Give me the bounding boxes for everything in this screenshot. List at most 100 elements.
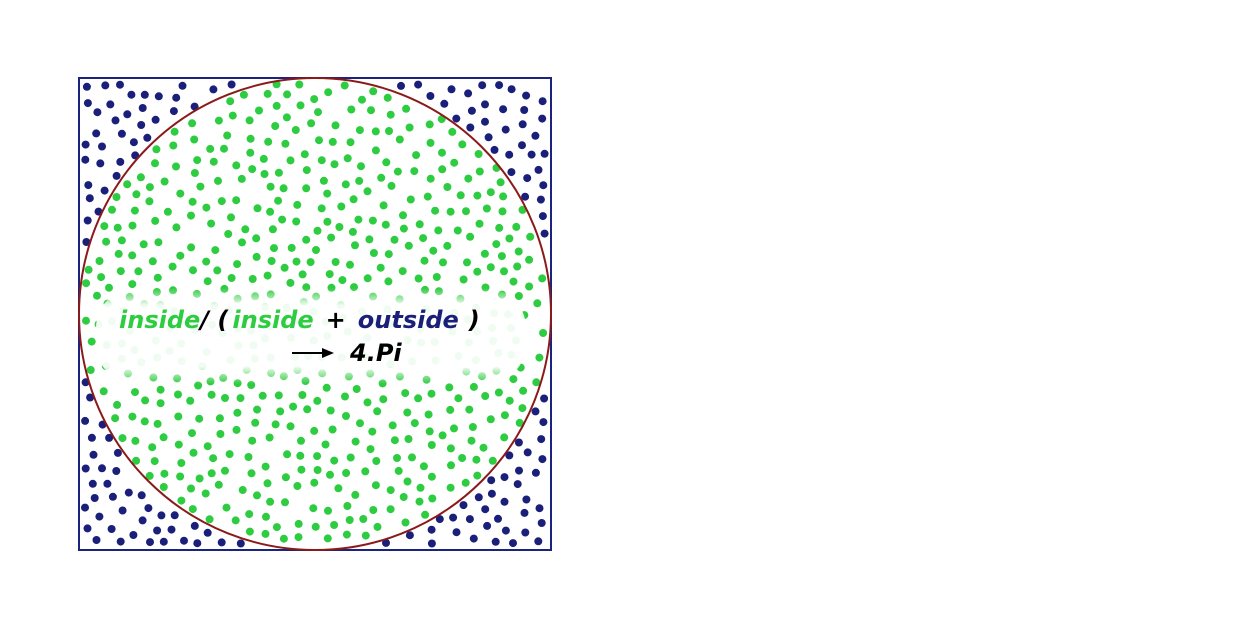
outside-point (465, 515, 474, 524)
inside-point (174, 390, 182, 399)
outside-point (537, 519, 546, 527)
inside-point (108, 205, 116, 214)
inside-point (346, 260, 354, 269)
outside-point (190, 521, 199, 530)
inside-point (156, 385, 165, 394)
outside-point (520, 508, 529, 517)
inside-point (321, 440, 330, 449)
outside-point (86, 393, 95, 402)
outside-point (466, 123, 475, 132)
outside-point (82, 238, 91, 246)
outside-point (478, 81, 487, 90)
inside-point (348, 227, 357, 236)
inside-point (123, 180, 132, 189)
inside-point (97, 273, 106, 282)
inside-point (114, 249, 123, 258)
inside-point (282, 113, 291, 122)
inside-point (279, 184, 288, 193)
outside-point (144, 504, 153, 513)
inside-point (371, 146, 380, 155)
inside-point (276, 407, 285, 416)
inside-point (464, 174, 473, 183)
inside-point (174, 412, 183, 421)
inside-point (431, 206, 440, 215)
inside-point (323, 189, 332, 198)
outside-point (92, 129, 101, 138)
inside-point (446, 405, 455, 414)
inside-point (189, 448, 198, 457)
inside-point (473, 267, 482, 276)
outside-point (538, 212, 547, 221)
outside-point (538, 455, 547, 464)
inside-point (252, 252, 261, 261)
inside-point (226, 97, 235, 106)
inside-point (323, 534, 332, 543)
inside-point (518, 205, 527, 214)
outside-point (83, 524, 92, 533)
inside-point (377, 173, 386, 182)
outside-point (83, 216, 92, 225)
inside-point (496, 178, 505, 187)
inside-point (399, 211, 407, 220)
inside-point (379, 395, 388, 404)
inside-point (310, 95, 319, 104)
inside-point (245, 116, 254, 125)
inside-point (535, 353, 544, 362)
inside-point (500, 433, 509, 442)
inside-point (141, 396, 150, 405)
formula-result: 4.Pi (349, 339, 402, 367)
inside-point (136, 173, 145, 182)
inside-point (328, 425, 337, 434)
inscribed-circle (78, 77, 552, 551)
inside-point (160, 469, 169, 478)
inside-point (228, 111, 237, 120)
inside-point (386, 486, 395, 495)
inside-point (188, 429, 196, 438)
inside-point (281, 498, 289, 507)
outside-point (167, 525, 176, 534)
inside-point (238, 238, 246, 247)
inside-point (217, 197, 226, 206)
inside-point (351, 490, 360, 499)
inside-point (401, 518, 410, 527)
inside-point (248, 165, 257, 174)
inside-point (346, 138, 355, 147)
outside-point (107, 525, 116, 533)
outside-point (111, 116, 120, 125)
inside-point (515, 418, 524, 427)
inside-point (317, 204, 326, 213)
inside-point (416, 483, 425, 492)
inside-point (405, 123, 414, 132)
inside-point (300, 150, 309, 159)
inside-point (274, 168, 283, 177)
inside-point (419, 234, 428, 243)
inside-point (237, 174, 246, 183)
inside-point (223, 131, 232, 140)
inside-point (118, 434, 127, 443)
outside-point (98, 142, 106, 151)
inside-point (341, 392, 349, 401)
inside-point (356, 419, 364, 428)
outside-point (449, 513, 458, 522)
inside-point (330, 160, 339, 169)
outside-point (515, 466, 523, 475)
outside-point (85, 194, 94, 203)
inside-point (438, 148, 446, 157)
inside-point (486, 263, 495, 272)
inside-point (102, 237, 111, 246)
inside-point (486, 188, 495, 197)
outside-point (452, 528, 461, 537)
inside-point (429, 246, 438, 255)
outside-point (494, 514, 502, 523)
inside-point (105, 283, 113, 292)
outside-point (501, 125, 510, 134)
inside-point (351, 437, 360, 446)
inside-point (286, 278, 295, 287)
outside-point (98, 464, 106, 473)
inside-point (190, 135, 199, 144)
outside-point (203, 528, 212, 537)
inside-point (446, 207, 455, 216)
inside-point (399, 224, 408, 233)
outside-point (481, 100, 489, 109)
inside-point (186, 396, 195, 405)
